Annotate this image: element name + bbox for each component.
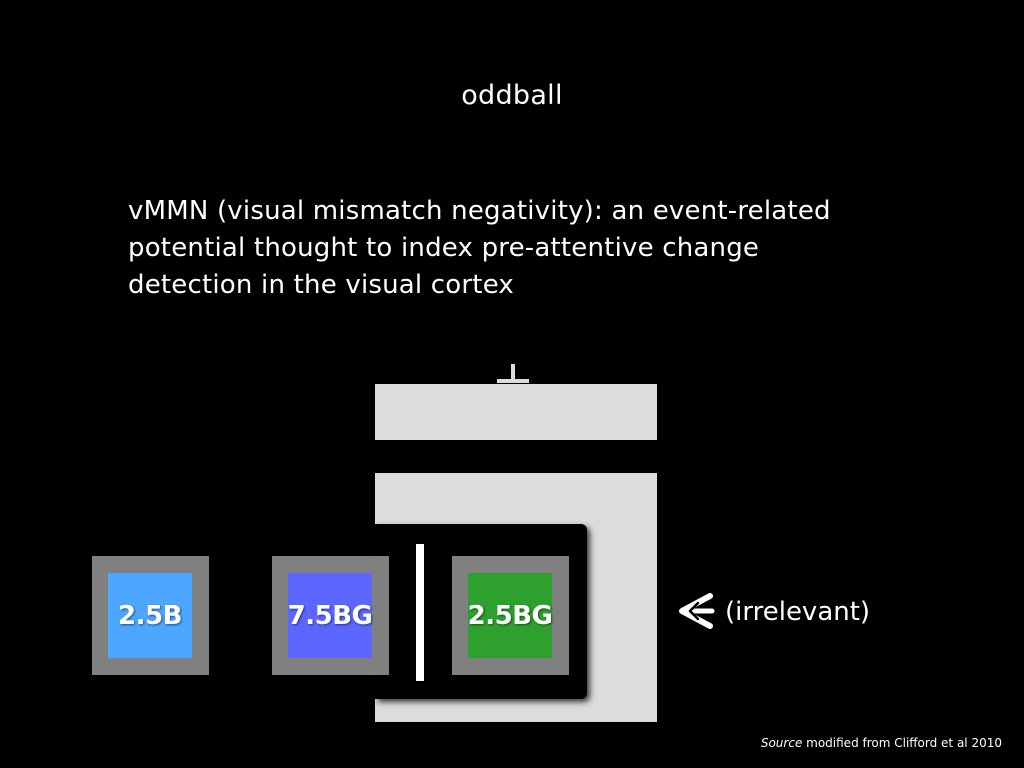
definition-text: vMMN (visual mismatch negativity): an ev… [128,193,868,304]
fixation-cross-vertical [511,364,515,381]
stimulus-7-5BG: 7.5BG [272,556,389,675]
color-swatch: 2.5B [108,573,192,658]
source-text: modified from Clifford et al 2010 [802,736,1002,750]
upper-gray-bar [375,384,657,440]
slide-title: oddball [461,80,563,111]
definition-line: potential thought to index pre-attentive… [128,233,760,263]
definition-line: vMMN (visual mismatch negativity): an ev… [128,196,831,226]
stimulus-2-5BG: 2.5BG [452,556,569,675]
stimulus-label: 2.5B [118,600,182,631]
stimulus-label: 7.5BG [287,600,373,631]
source-prefix: Source [760,736,803,750]
irrelevant-label: (irrelevant) [725,597,871,627]
separator-line [416,544,424,681]
stimulus-label: 2.5BG [467,600,553,631]
color-swatch: 7.5BG [287,573,373,658]
definition-line: detection in the visual cortex [128,270,515,300]
fixation-cross-horizontal [497,379,529,383]
source-citation: Source modified from Clifford et al 2010 [761,735,1002,751]
arrow-left-icon [679,593,715,629]
stimulus-2-5B: 2.5B [92,556,209,675]
color-swatch: 2.5BG [467,573,553,658]
